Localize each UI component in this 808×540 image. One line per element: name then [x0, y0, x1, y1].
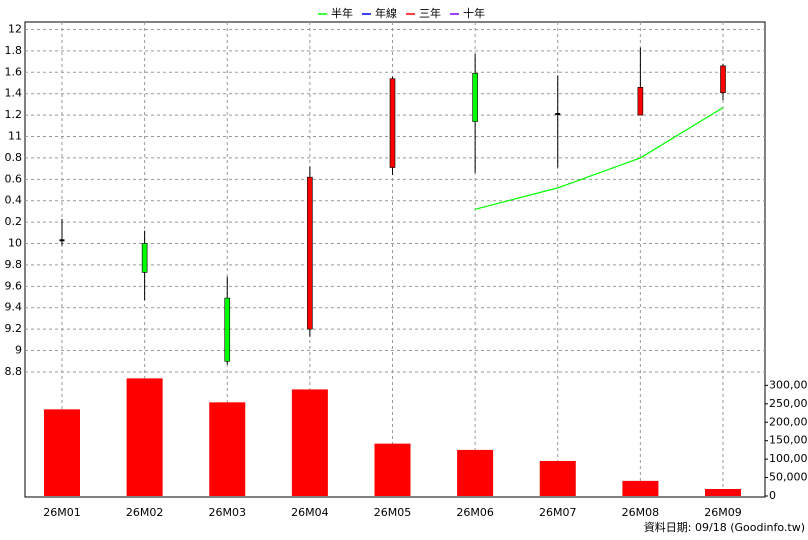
- candle-body: [720, 65, 726, 93]
- x-tick-label: 26M03: [209, 506, 247, 519]
- x-tick-label: 26M04: [291, 506, 329, 519]
- y-tick-label: 0.8: [5, 151, 23, 164]
- volume-bar: [539, 460, 576, 496]
- candle-body: [472, 73, 478, 122]
- volume-bar: [126, 378, 163, 496]
- x-tick-label: 26M06: [456, 506, 494, 519]
- y-tick-label: 9.6: [5, 279, 23, 292]
- x-tick-label: 26M07: [539, 506, 577, 519]
- volume-bar: [705, 488, 741, 496]
- volume-bar: [622, 480, 659, 496]
- ma-line: [474, 107, 724, 210]
- volume-bar: [374, 443, 411, 496]
- y2-tick-label: 100,000: [769, 452, 808, 465]
- volume-bar: [44, 409, 80, 496]
- candle-body: [224, 297, 231, 362]
- x-tick-label: 26M09: [704, 506, 742, 519]
- volume-bar: [457, 449, 494, 496]
- volume-bar: [291, 389, 328, 496]
- y2-tick-label: 0: [769, 489, 776, 502]
- y-tick-label: 9: [15, 344, 22, 357]
- candle-body: [141, 243, 148, 273]
- y-tick-label: 8.8: [5, 365, 23, 378]
- y2-tick-label: 250,000: [769, 397, 808, 410]
- y2-tick-label: 200,000: [769, 415, 808, 428]
- y2-tick-label: 50,000: [769, 471, 808, 484]
- legend-label: 十年: [463, 6, 485, 20]
- candle-body: [637, 86, 644, 116]
- y2-tick-label: 300,000: [769, 378, 808, 391]
- y-tick-label: 10: [8, 237, 22, 250]
- y-tick-label: 12: [8, 22, 22, 35]
- x-tick-label: 26M08: [622, 506, 660, 519]
- y-tick-label: 11: [8, 130, 22, 143]
- y2-tick-label: 150,000: [769, 434, 808, 447]
- x-tick-label: 26M01: [43, 506, 81, 519]
- candle-body: [307, 176, 313, 330]
- y-tick-label: 1.8: [5, 44, 23, 57]
- x-tick-label: 26M05: [374, 506, 412, 519]
- y-tick-label: 1.2: [5, 108, 23, 121]
- y-tick-label: 9.4: [5, 301, 23, 314]
- volume-bar: [209, 402, 246, 496]
- y-tick-label: 0.6: [5, 172, 23, 185]
- y-tick-label: 0.4: [5, 194, 23, 207]
- y-tick-label: 1.6: [5, 65, 23, 78]
- legend-label: 三年: [419, 6, 441, 20]
- y-tick-label: 9.8: [5, 258, 23, 271]
- candle-body: [389, 78, 396, 168]
- footer: 資料日期: 09/18 (Goodinfo.tw): [644, 520, 805, 534]
- x-tick-label: 26M02: [126, 506, 164, 519]
- legend-label: 年線: [375, 6, 397, 20]
- y-tick-label: 9.2: [5, 322, 23, 335]
- y-tick-label: 1.4: [5, 87, 23, 100]
- y-tick-label: 0.2: [5, 215, 23, 228]
- legend-label: 半年: [331, 6, 353, 20]
